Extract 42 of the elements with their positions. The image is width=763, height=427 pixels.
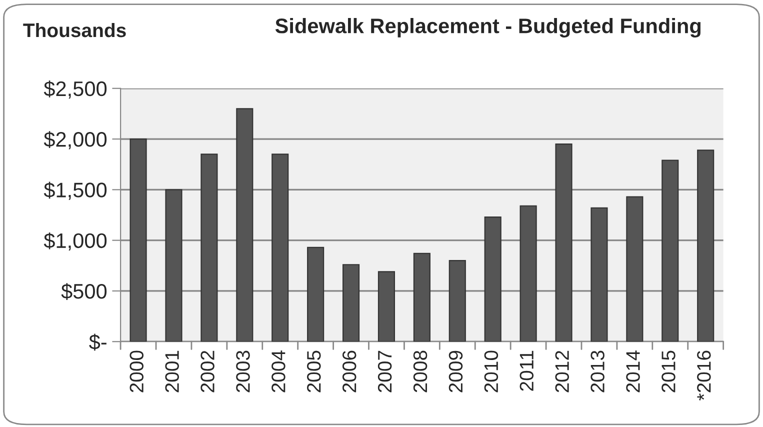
bar — [165, 189, 182, 342]
bar — [448, 260, 466, 342]
x-tick-label: 2012 — [555, 350, 569, 392]
bar — [272, 154, 289, 342]
bar — [662, 160, 679, 342]
y-tick-label: $- — [89, 334, 106, 351]
x-tick-label: 2011 — [520, 350, 534, 391]
y-tick-label: $1,000 — [44, 232, 107, 251]
bar — [307, 246, 324, 342]
x-tick-label: 2002 — [200, 350, 214, 392]
bar — [413, 252, 430, 342]
bar — [342, 264, 360, 342]
y-tick-label: $2,000 — [44, 131, 107, 150]
bar — [555, 144, 572, 342]
bar — [520, 205, 537, 342]
chart-title: Sidewalk Replacement - Budgeted Funding — [275, 18, 701, 38]
x-tick-label: 2013 — [590, 350, 604, 392]
x-tick-label: 2015 — [662, 350, 676, 392]
x-tick-label: 2001 — [165, 350, 179, 392]
bar — [200, 154, 218, 342]
y-tick-label: $500 — [61, 283, 107, 300]
bar — [626, 196, 644, 342]
x-tick-label: *2016 — [697, 350, 711, 400]
x-tick-label: 2007 — [378, 350, 392, 392]
x-tick-label: 2010 — [484, 350, 498, 392]
x-tick-label: 2006 — [342, 350, 356, 392]
x-tick-label: 2005 — [307, 350, 321, 392]
x-tick-label: 2009 — [448, 350, 463, 392]
bar — [236, 108, 254, 342]
x-tick-label: 2000 — [130, 350, 144, 392]
y-tick-label: $1,500 — [44, 182, 107, 200]
y-axis-title: Thousands — [23, 22, 126, 38]
x-tick-label: 2008 — [413, 350, 428, 392]
y-tick-label: $2,500 — [44, 80, 107, 99]
bar — [697, 150, 714, 342]
bar — [590, 207, 608, 342]
x-tick-label: 2014 — [626, 350, 640, 392]
x-tick-label: 2003 — [236, 350, 250, 392]
bar — [484, 216, 502, 342]
x-tick-label: 2004 — [272, 350, 286, 392]
bar — [130, 138, 147, 342]
bar — [378, 271, 396, 342]
